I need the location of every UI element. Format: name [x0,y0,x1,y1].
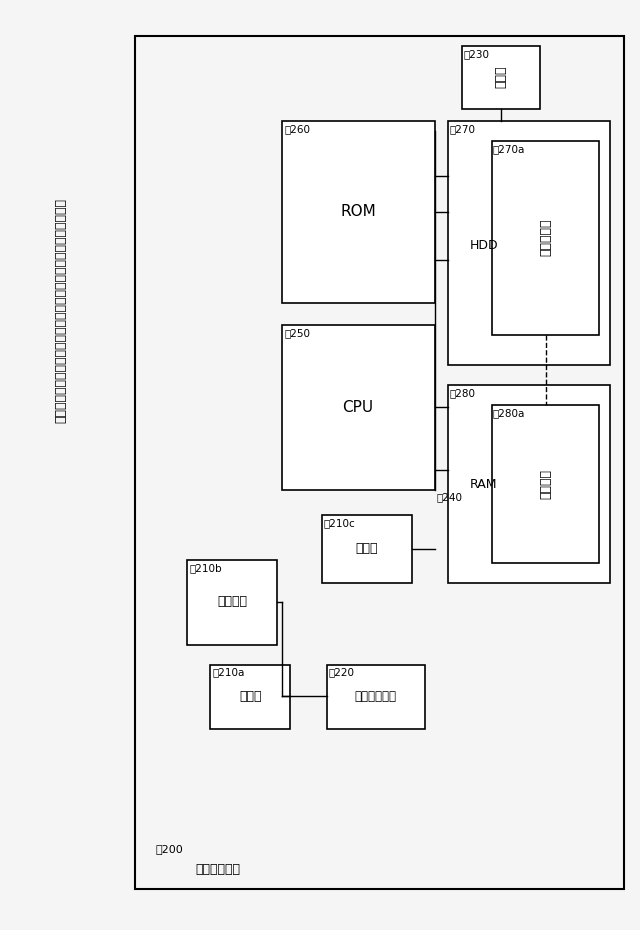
Text: 〈270: 〈270 [450,124,476,134]
Bar [492,140,600,336]
Bar [461,46,540,109]
Text: 〈280: 〈280 [450,388,476,398]
Bar [492,405,600,563]
Text: 〈280a: 〈280a [493,408,525,418]
Text: 〈270a: 〈270a [493,144,525,153]
Text: 〈200: 〈200 [156,844,183,854]
Text: スピーカ: スピーカ [217,595,247,608]
Bar [136,36,625,889]
Text: 〈250: 〈250 [284,328,310,339]
Text: コンピュータ: コンピュータ [195,863,240,876]
Text: ディスプレイ: ディスプレイ [355,690,397,703]
Text: カメラ: カメラ [356,542,378,555]
Text: 〈230: 〈230 [464,49,490,59]
Bar [448,121,611,365]
Text: CPU: CPU [342,400,374,415]
Text: 〈220: 〈220 [329,668,355,678]
Bar [282,326,435,490]
Text: 〈260: 〈260 [284,124,310,134]
Bar [282,121,435,303]
Text: 操作部: 操作部 [239,690,261,703]
Text: プログラム: プログラム [539,219,552,257]
Bar [188,560,277,644]
Text: 〈210a: 〈210a [212,668,244,678]
Text: 〈240: 〈240 [436,492,463,502]
Bar [327,665,425,729]
Bar [322,515,412,583]
Text: 〈210b: 〈210b [189,563,222,573]
Text: プログラムを実行するコンピュータの一例について説明する説明図: プログラムを実行するコンピュータの一例について説明する説明図 [54,198,67,423]
Text: RAM: RAM [470,478,497,491]
Bar [210,665,290,729]
Text: ROM: ROM [340,204,376,219]
Text: HDD: HDD [470,239,499,252]
Bar [448,385,611,583]
Text: 〈210c: 〈210c [324,518,356,528]
Text: 通信部: 通信部 [494,66,507,88]
Text: プロセス: プロセス [539,469,552,499]
